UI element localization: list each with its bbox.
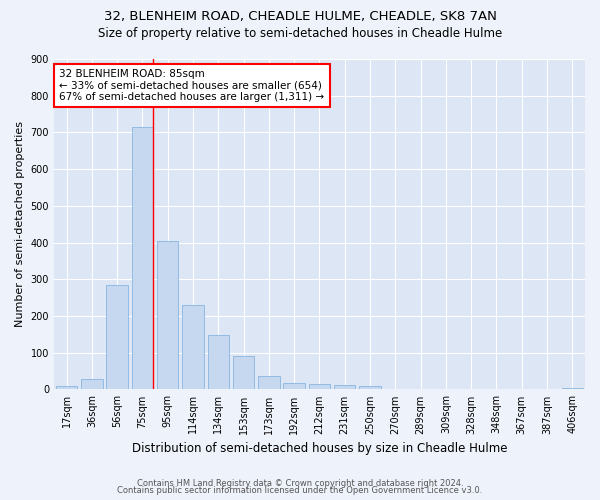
Text: Contains HM Land Registry data © Crown copyright and database right 2024.: Contains HM Land Registry data © Crown c…	[137, 478, 463, 488]
X-axis label: Distribution of semi-detached houses by size in Cheadle Hulme: Distribution of semi-detached houses by …	[132, 442, 507, 455]
Bar	[157, 240, 178, 390]
Text: Size of property relative to semi-detached houses in Cheadle Hulme: Size of property relative to semi-detach…	[98, 28, 502, 40]
Bar	[233, 356, 254, 390]
Bar	[208, 335, 229, 390]
Text: 32, BLENHEIM ROAD, CHEADLE HULME, CHEADLE, SK8 7AN: 32, BLENHEIM ROAD, CHEADLE HULME, CHEADL…	[104, 10, 496, 23]
Bar	[81, 379, 103, 390]
Bar	[334, 385, 355, 390]
Bar	[309, 384, 330, 390]
Bar	[182, 305, 204, 390]
Bar	[258, 376, 280, 390]
Text: Contains public sector information licensed under the Open Government Licence v3: Contains public sector information licen…	[118, 486, 482, 495]
Bar	[106, 285, 128, 390]
Y-axis label: Number of semi-detached properties: Number of semi-detached properties	[15, 121, 25, 327]
Bar	[359, 386, 381, 390]
Bar	[131, 127, 153, 390]
Bar	[283, 383, 305, 390]
Bar	[562, 388, 583, 390]
Bar	[56, 386, 77, 390]
Text: 32 BLENHEIM ROAD: 85sqm
← 33% of semi-detached houses are smaller (654)
67% of s: 32 BLENHEIM ROAD: 85sqm ← 33% of semi-de…	[59, 69, 325, 102]
